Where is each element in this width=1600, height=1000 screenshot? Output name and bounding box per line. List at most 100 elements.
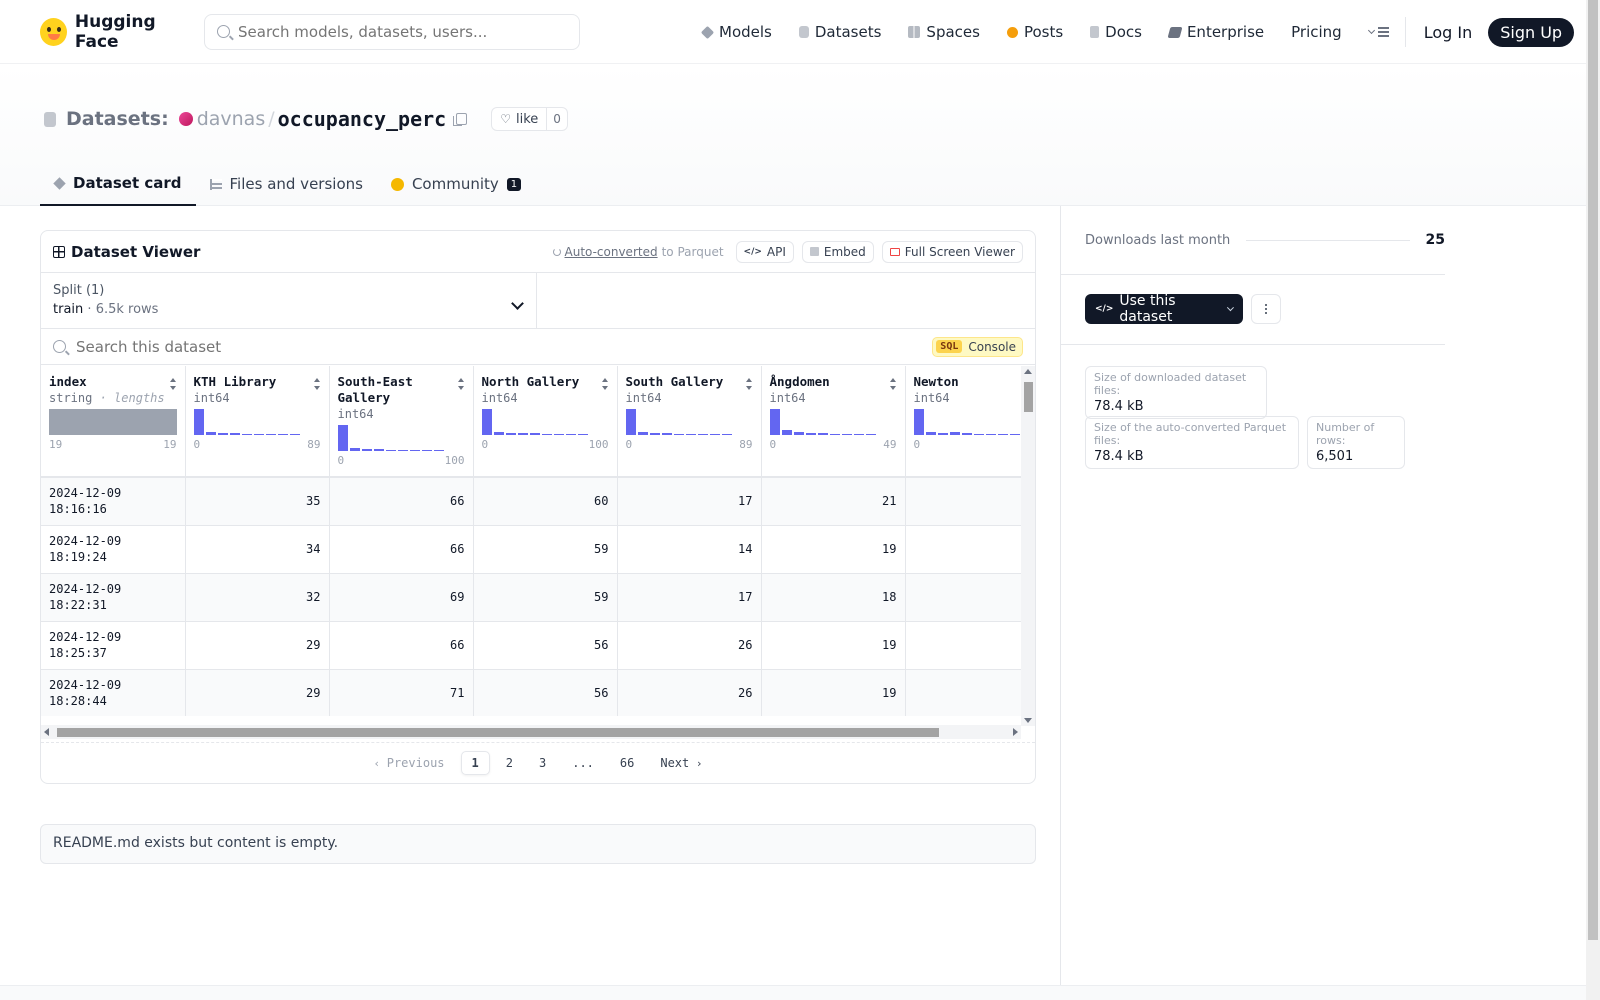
value-cell[interactable]: 59 [473, 525, 618, 574]
histogram-bar[interactable] [553, 434, 564, 435]
scroll-thumb[interactable] [57, 728, 939, 737]
value-cell[interactable]: 56 [473, 621, 618, 670]
value-cell[interactable]: 66 [329, 477, 474, 526]
embed-button[interactable]: Embed [801, 240, 874, 263]
menu-icon[interactable] [1369, 25, 1389, 39]
scroll-left-icon[interactable] [44, 728, 49, 736]
nav-enterprise[interactable]: Enterprise [1167, 23, 1264, 41]
histogram-bar[interactable] [361, 449, 372, 451]
table-row[interactable]: 2024-12-09 18:16:16 35 66 60 17 21 [41, 477, 1021, 526]
index-cell[interactable]: 2024-12-09 18:25:37 [41, 621, 186, 670]
column-header[interactable]: North Gallery int64 0 100 [473, 366, 618, 478]
histogram-bar[interactable] [373, 449, 384, 451]
histogram-bar[interactable] [505, 433, 516, 435]
histogram-bar[interactable] [625, 409, 636, 435]
value-cell[interactable]: 21 [761, 477, 906, 526]
page-scroll-thumb[interactable] [1588, 0, 1598, 940]
value-cell[interactable] [905, 477, 1021, 526]
histogram-bar[interactable] [817, 433, 828, 435]
nav-pricing[interactable]: Pricing [1291, 23, 1342, 41]
value-cell[interactable] [905, 525, 1021, 574]
table-row[interactable]: 2024-12-09 18:28:44 29 71 56 26 19 [41, 669, 1021, 716]
histogram-bar[interactable] [349, 448, 360, 451]
histogram-bar[interactable] [697, 434, 708, 435]
nav-models[interactable]: Models [700, 23, 772, 41]
histogram-bar[interactable] [685, 434, 696, 435]
histogram-bar[interactable] [721, 434, 732, 435]
global-search-input[interactable] [238, 22, 558, 41]
value-cell[interactable]: 71 [329, 669, 474, 716]
column-header[interactable]: Newton int64 0 [905, 366, 1021, 478]
value-cell[interactable]: 29 [185, 669, 330, 716]
use-this-dataset-button[interactable]: </> Use this dataset [1085, 293, 1243, 325]
previous-page-button[interactable]: ‹ Previous [363, 752, 454, 774]
auto-converted-link[interactable]: Auto-converted [564, 244, 658, 259]
histogram-bar[interactable] [637, 432, 648, 435]
logo[interactable]: Hugging Face [40, 12, 200, 52]
nav-posts[interactable]: Posts [1006, 23, 1063, 41]
histogram-bar[interactable] [661, 433, 672, 435]
column-header[interactable]: KTH Library int64 0 89 [185, 366, 330, 478]
histogram-bar[interactable] [493, 432, 504, 435]
dataset-search-input[interactable] [76, 337, 923, 356]
page-66-button[interactable]: 66 [619, 755, 635, 770]
global-search[interactable] [204, 13, 580, 50]
value-cell[interactable]: 59 [473, 573, 618, 622]
histogram-bar[interactable] [985, 434, 996, 435]
histogram-bar[interactable] [913, 409, 924, 435]
column-header[interactable]: index string · lengths 19 19 [41, 366, 186, 478]
histogram-bar[interactable] [1009, 434, 1020, 435]
value-cell[interactable]: 17 [617, 477, 762, 526]
value-cell[interactable]: 18 [761, 573, 906, 622]
table-row[interactable]: 2024-12-09 18:25:37 29 66 56 26 19 [41, 621, 1021, 670]
page-3-button[interactable]: 3 [538, 755, 547, 770]
value-cell[interactable] [905, 669, 1021, 716]
histogram-bar[interactable] [565, 434, 576, 435]
horizontal-scrollbar[interactable] [41, 725, 1021, 739]
sql-console-button[interactable]: SQL Console [932, 336, 1023, 357]
histogram-bar[interactable] [265, 434, 276, 435]
table-row[interactable]: 2024-12-09 18:19:24 34 66 59 14 19 [41, 525, 1021, 574]
nav-datasets[interactable]: Datasets [798, 23, 881, 41]
histogram-bar[interactable] [409, 450, 420, 451]
sort-icon[interactable] [601, 378, 609, 390]
histogram-bar[interactable] [949, 432, 960, 435]
scroll-thumb[interactable] [1024, 382, 1033, 412]
page-scrollbar[interactable] [1586, 0, 1600, 1000]
histogram-bar[interactable] [805, 433, 816, 435]
histogram-bar[interactable] [229, 433, 240, 435]
histogram-bar[interactable] [541, 434, 552, 435]
histogram-bar[interactable] [865, 434, 876, 435]
histogram-bar[interactable] [769, 409, 780, 435]
vertical-scrollbar[interactable] [1021, 366, 1035, 726]
histogram-bar[interactable] [997, 434, 1008, 435]
histogram-bar[interactable] [277, 434, 288, 435]
value-cell[interactable]: 66 [329, 525, 474, 574]
data-table-container[interactable]: index string · lengths 19 19 KTH Library int6… [41, 366, 1021, 716]
value-cell[interactable] [905, 621, 1021, 670]
index-cell[interactable]: 2024-12-09 18:19:24 [41, 525, 186, 574]
histogram-bar[interactable] [253, 434, 264, 435]
value-cell[interactable]: 32 [185, 573, 330, 622]
histogram-bar[interactable] [709, 434, 720, 435]
api-button[interactable]: </> API [735, 240, 794, 263]
histogram-bar[interactable] [961, 433, 972, 435]
value-cell[interactable]: 66 [329, 621, 474, 670]
column-header[interactable]: South Gallery int64 0 89 [617, 366, 762, 478]
like-button[interactable]: ♡ like 0 [491, 107, 568, 131]
value-cell[interactable]: 17 [617, 573, 762, 622]
split-selector[interactable]: Split (1) train · 6.5k rows [41, 273, 537, 328]
like-main[interactable]: ♡ like [492, 108, 546, 130]
value-cell[interactable]: 34 [185, 525, 330, 574]
histogram-bar[interactable] [481, 409, 492, 435]
more-options-button[interactable] [1251, 294, 1281, 324]
value-cell[interactable]: 35 [185, 477, 330, 526]
histogram-bar[interactable] [853, 434, 864, 435]
tab-files-and-versions[interactable]: Files and versions [196, 162, 377, 206]
histogram-bar[interactable] [421, 450, 432, 451]
repo-type-link[interactable]: Datasets: [66, 108, 169, 130]
like-count[interactable]: 0 [546, 108, 567, 130]
page-2-button[interactable]: 2 [505, 755, 513, 770]
value-cell[interactable]: 14 [617, 525, 762, 574]
value-cell[interactable]: 19 [761, 525, 906, 574]
